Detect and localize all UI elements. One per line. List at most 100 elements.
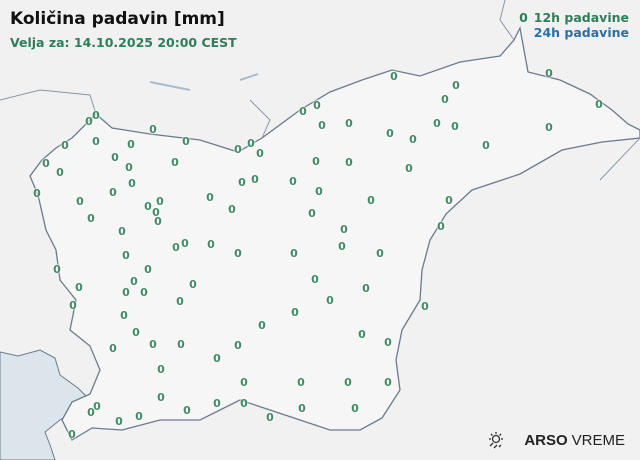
station-value[interactable]: 0 — [207, 238, 215, 251]
station-value[interactable]: 0 — [128, 177, 136, 190]
station-value[interactable]: 0 — [132, 326, 140, 339]
station-value[interactable]: 0 — [251, 173, 259, 186]
station-value[interactable]: 0 — [433, 117, 441, 130]
station-value[interactable]: 0 — [344, 376, 352, 389]
station-value[interactable]: 0 — [386, 127, 394, 140]
station-value[interactable]: 0 — [240, 397, 248, 410]
station-value[interactable]: 0 — [213, 352, 221, 365]
station-value[interactable]: 0 — [109, 342, 117, 355]
station-value[interactable]: 0 — [157, 363, 165, 376]
station-value[interactable]: 0 — [298, 402, 306, 415]
station-value[interactable]: 0 — [206, 191, 214, 204]
station-value[interactable]: 0 — [135, 410, 143, 423]
station-value[interactable]: 0 — [240, 376, 248, 389]
station-value[interactable]: 0 — [69, 299, 77, 312]
station-value[interactable]: 0 — [367, 194, 375, 207]
station-value[interactable]: 0 — [390, 70, 398, 83]
station-value[interactable]: 0 — [213, 397, 221, 410]
station-value[interactable]: 0 — [125, 161, 133, 174]
station-value[interactable]: 0 — [111, 151, 119, 164]
station-value[interactable]: 0 — [157, 391, 165, 404]
station-value[interactable]: 0 — [93, 400, 101, 413]
station-value[interactable]: 0 — [291, 306, 299, 319]
station-value[interactable]: 0 — [118, 225, 126, 238]
station-value[interactable]: 0 — [234, 247, 242, 260]
station-value[interactable]: 0 — [351, 402, 359, 415]
station-value[interactable]: 0 — [256, 147, 264, 160]
station-value[interactable]: 0 — [445, 194, 453, 207]
station-value[interactable]: 0 — [92, 109, 100, 122]
legend-item-12h[interactable]: 0 12h padavine — [519, 10, 629, 25]
station-value[interactable]: 0 — [42, 157, 50, 170]
station-value[interactable]: 0 — [181, 237, 189, 250]
station-value[interactable]: 0 — [177, 338, 185, 351]
station-value[interactable]: 0 — [154, 215, 162, 228]
station-value[interactable]: 0 — [595, 98, 603, 111]
station-value[interactable]: 0 — [297, 376, 305, 389]
station-value[interactable]: 0 — [311, 273, 319, 286]
station-value[interactable]: 0 — [171, 156, 179, 169]
station-value[interactable]: 0 — [92, 135, 100, 148]
station-value[interactable]: 0 — [228, 203, 236, 216]
station-value[interactable]: 0 — [189, 278, 197, 291]
station-value[interactable]: 0 — [85, 115, 93, 128]
station-value[interactable]: 0 — [33, 187, 41, 200]
station-value[interactable]: 0 — [384, 336, 392, 349]
station-value[interactable]: 0 — [451, 120, 459, 133]
station-value[interactable]: 0 — [437, 220, 445, 233]
station-value[interactable]: 0 — [122, 286, 130, 299]
station-value[interactable]: 0 — [61, 139, 69, 152]
station-value[interactable]: 0 — [234, 143, 242, 156]
station-value[interactable]: 0 — [182, 135, 190, 148]
station-value[interactable]: 0 — [545, 67, 553, 80]
station-value[interactable]: 0 — [290, 247, 298, 260]
station-value[interactable]: 0 — [140, 286, 148, 299]
station-value[interactable]: 0 — [482, 139, 490, 152]
station-value[interactable]: 0 — [176, 295, 184, 308]
station-value[interactable]: 0 — [109, 186, 117, 199]
station-value[interactable]: 0 — [326, 294, 334, 307]
station-value[interactable]: 0 — [234, 339, 242, 352]
station-value[interactable]: 0 — [299, 105, 307, 118]
station-value[interactable]: 0 — [76, 195, 84, 208]
station-value[interactable]: 0 — [68, 428, 76, 441]
station-value[interactable]: 0 — [358, 328, 366, 341]
legend-item-24h[interactable]: 24h padavine — [519, 25, 629, 40]
station-value[interactable]: 0 — [340, 223, 348, 236]
station-value[interactable]: 0 — [338, 240, 346, 253]
station-value[interactable]: 0 — [421, 300, 429, 313]
station-value[interactable]: 0 — [120, 309, 128, 322]
station-value[interactable]: 0 — [75, 281, 83, 294]
station-value[interactable]: 0 — [312, 155, 320, 168]
station-value[interactable]: 0 — [345, 117, 353, 130]
station-value[interactable]: 0 — [289, 175, 297, 188]
station-value[interactable]: 0 — [183, 404, 191, 417]
station-value[interactable]: 0 — [56, 166, 64, 179]
station-value[interactable]: 0 — [172, 241, 180, 254]
station-value[interactable]: 0 — [315, 185, 323, 198]
station-value[interactable]: 0 — [53, 263, 61, 276]
station-value[interactable]: 0 — [247, 137, 255, 150]
station-value[interactable]: 0 — [144, 200, 152, 213]
station-value[interactable]: 0 — [345, 156, 353, 169]
station-value[interactable]: 0 — [409, 133, 417, 146]
station-value[interactable]: 0 — [258, 319, 266, 332]
station-value[interactable]: 0 — [318, 119, 326, 132]
station-value[interactable]: 0 — [313, 99, 321, 112]
station-value[interactable]: 0 — [545, 121, 553, 134]
station-value[interactable]: 0 — [152, 206, 160, 219]
station-value[interactable]: 0 — [376, 247, 384, 260]
station-value[interactable]: 0 — [452, 79, 460, 92]
station-value[interactable]: 0 — [308, 207, 316, 220]
station-value[interactable]: 0 — [115, 415, 123, 428]
station-value[interactable]: 0 — [156, 195, 164, 208]
station-value[interactable]: 0 — [127, 138, 135, 151]
station-value[interactable]: 0 — [238, 176, 246, 189]
station-value[interactable]: 0 — [149, 123, 157, 136]
station-value[interactable]: 0 — [87, 212, 95, 225]
station-value[interactable]: 0 — [266, 411, 274, 424]
station-value[interactable]: 0 — [144, 263, 152, 276]
station-value[interactable]: 0 — [122, 249, 130, 262]
station-value[interactable]: 0 — [130, 275, 138, 288]
station-value[interactable]: 0 — [384, 376, 392, 389]
